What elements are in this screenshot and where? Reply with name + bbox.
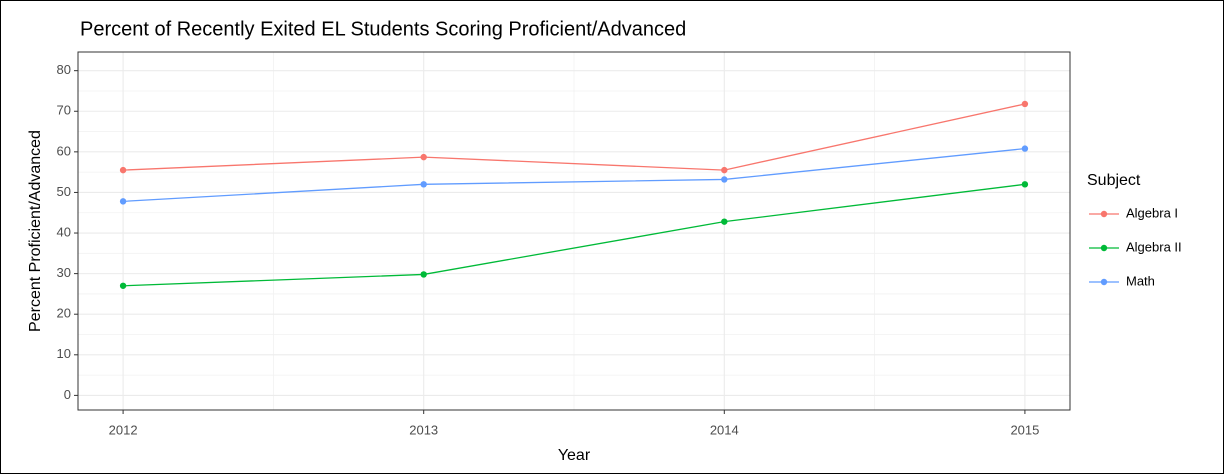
data-point	[1021, 145, 1029, 152]
y-tick-label: 50	[57, 184, 71, 199]
y-tick-label: 30	[57, 265, 71, 280]
data-point	[119, 282, 127, 289]
data-point	[721, 218, 728, 225]
series-line	[123, 147, 1025, 203]
marks	[119, 100, 1029, 289]
x-axis-title: Year	[558, 447, 591, 464]
legend-label: Math	[1126, 273, 1155, 288]
series-line	[123, 103, 1026, 171]
data-point	[119, 198, 127, 205]
y-tick-label: 10	[57, 346, 71, 361]
x-tick-label: 2014	[710, 422, 739, 437]
data-point	[119, 166, 127, 174]
data-point	[1021, 181, 1029, 188]
panel-border	[77, 51, 1071, 411]
x-tick-label: 2012	[109, 422, 138, 437]
series-line	[123, 183, 1025, 287]
y-tick-label: 0	[64, 387, 71, 402]
legend-title: Subject	[1087, 172, 1141, 189]
legend-key-point	[1100, 244, 1108, 252]
x-tick-label: 2013	[409, 422, 438, 437]
legend-label: Algebra I	[1126, 205, 1178, 220]
data-point	[721, 166, 728, 174]
data-point	[1021, 100, 1029, 108]
y-tick-label: 60	[57, 143, 71, 158]
x-tick-label: 2015	[1010, 422, 1039, 437]
y-tick-label: 80	[57, 62, 71, 77]
legend-key-point	[1100, 278, 1108, 286]
data-point	[420, 153, 427, 161]
data-point	[721, 176, 728, 183]
chart-title: Percent of Recently Exited EL Students S…	[80, 18, 686, 40]
legend-label: Algebra II	[1126, 239, 1182, 254]
y-tick-label: 20	[57, 306, 71, 321]
data-point	[420, 181, 427, 188]
data-point	[420, 271, 427, 278]
legend-key-point	[1100, 210, 1108, 218]
y-tick-label: 40	[57, 224, 71, 239]
grid	[78, 52, 1070, 410]
y-tick-label: 70	[57, 103, 71, 118]
y-axis-title: Percent Proficient/Advanced	[27, 130, 44, 332]
